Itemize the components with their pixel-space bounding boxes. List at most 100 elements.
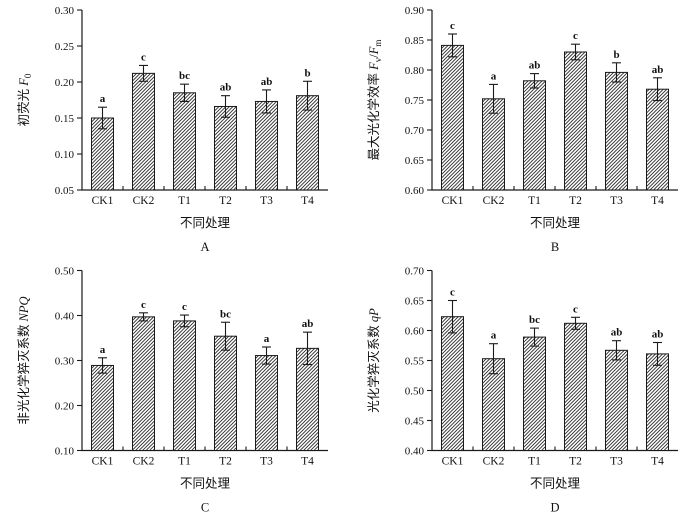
error-bar-T2 — [571, 316, 580, 330]
category-label: T1 — [528, 456, 541, 468]
x-axis-ticks — [472, 186, 638, 190]
error-bar-CK2 — [139, 312, 148, 322]
axis-line — [81, 10, 328, 191]
bar-T3 — [255, 100, 278, 191]
bar-T4 — [646, 353, 669, 451]
error-bar-CK1 — [448, 299, 457, 334]
category-label: CK1 — [442, 195, 464, 207]
panel-letter: A — [200, 240, 209, 254]
sig-letter: a — [100, 344, 106, 356]
axes — [81, 270, 328, 452]
y-tick-label: 0.60 — [405, 185, 425, 197]
sig-letter: c — [573, 303, 578, 315]
error-bar-T1 — [180, 83, 189, 102]
sig-letter: b — [613, 49, 619, 61]
error-bar-T4 — [303, 80, 312, 111]
error-bar-CK2 — [489, 343, 498, 375]
x-axis-ticks — [472, 446, 638, 451]
error-bar-T1 — [530, 327, 539, 347]
sig-letter: b — [304, 67, 310, 79]
category-label: T2 — [569, 456, 582, 468]
y-tick-label: 0.30 — [55, 5, 75, 17]
error-bar-T4 — [653, 77, 662, 102]
sig-letter: bc — [529, 314, 540, 326]
error-bar-CK1 — [98, 106, 107, 130]
sig-letter: c — [141, 51, 146, 63]
category-label: T1 — [178, 195, 191, 207]
y-tick-label: 0.65 — [405, 295, 425, 307]
sig-letter: c — [141, 299, 146, 311]
panel-letter: B — [551, 240, 559, 254]
category-label: T3 — [260, 195, 273, 207]
sig-letter: ab — [652, 64, 664, 76]
y-tick-label: 0.05 — [55, 185, 75, 197]
sig-letter: c — [450, 20, 455, 32]
sig-letter: c — [182, 301, 187, 313]
bar-CK2 — [132, 72, 155, 191]
error-bar-T2 — [571, 43, 580, 61]
category-label: T2 — [219, 195, 232, 207]
error-bar-T4 — [653, 341, 662, 366]
panel-C-chart: 0.10 0.20 0.30 0.40 0.50 a CK1 c CK2 c T1 bc T2 a T3 ab… — [0, 260, 350, 521]
axes — [431, 270, 678, 452]
sig-letter: bc — [220, 308, 231, 320]
sig-letter: ab — [529, 60, 541, 72]
panel-B-chart: 0.60 0.65 0.70 0.75 0.80 0.85 0.90 c CK1 a CK2 ab T1… — [350, 0, 700, 260]
error-bar-T4 — [303, 331, 312, 366]
error-bar-CK1 — [98, 357, 107, 374]
category-label: T4 — [301, 195, 314, 207]
y-axis-label: 最大光化学效率 Fv/Fm — [366, 40, 383, 161]
sig-letter: a — [264, 333, 270, 345]
panel-D-chart: 0.40 0.45 0.50 0.55 0.60 0.65 0.70 c CK1 a CK2 bc T1… — [350, 260, 700, 521]
error-bar-CK2 — [489, 83, 498, 114]
sig-letter: a — [100, 93, 106, 105]
sig-letter: ab — [611, 327, 623, 339]
category-label: T3 — [610, 195, 623, 207]
y-tick-label: 0.50 — [405, 385, 425, 397]
bar-T3 — [605, 71, 628, 191]
y-axis-ticks: 0.10 0.20 0.30 0.40 0.50 — [55, 265, 82, 457]
error-bar-T3 — [262, 346, 271, 365]
axis-line — [81, 270, 328, 452]
x-axis-label: 不同处理 — [530, 216, 581, 230]
error-bar-T1 — [180, 314, 189, 328]
y-axis-ticks: 0.40 0.45 0.50 0.55 0.60 0.65 0.70 — [405, 265, 432, 457]
sig-letter: ab — [220, 82, 232, 94]
category-label: T3 — [260, 456, 273, 468]
category-label: T2 — [569, 195, 582, 207]
bar-T3 — [255, 355, 278, 451]
sig-letter: ab — [261, 76, 273, 88]
x-axis-ticks — [122, 186, 288, 190]
y-tick-label: 0.45 — [405, 415, 425, 427]
category-label: CK2 — [483, 195, 505, 207]
category-label: CK2 — [133, 456, 155, 468]
error-bar-T3 — [612, 62, 621, 83]
y-tick-label: 0.10 — [55, 149, 75, 161]
bar-CK2 — [132, 316, 155, 451]
x-axis-label: 不同处理 — [180, 216, 231, 230]
category-label: T4 — [301, 456, 314, 468]
category-label: T1 — [528, 195, 541, 207]
x-axis-ticks — [122, 446, 288, 451]
sig-letter: a — [491, 330, 497, 342]
bar-T2 — [564, 322, 587, 451]
bar-T3 — [605, 349, 628, 451]
error-bar-T3 — [262, 89, 271, 114]
y-tick-label: 0.50 — [55, 265, 75, 277]
category-label: CK1 — [92, 456, 114, 468]
bar-T2 — [564, 51, 587, 191]
bar-T1 — [523, 336, 546, 451]
category-label: CK2 — [483, 456, 505, 468]
panel-letter: D — [550, 501, 559, 515]
sig-letter: c — [450, 287, 455, 299]
error-bar-CK2 — [139, 64, 148, 82]
category-label: CK1 — [92, 195, 114, 207]
y-tick-label: 0.75 — [405, 95, 425, 107]
y-tick-label: 0.70 — [405, 265, 425, 277]
bar-CK1 — [441, 44, 464, 191]
y-tick-label: 0.20 — [55, 77, 75, 89]
sig-letter: a — [491, 70, 497, 82]
y-tick-label: 0.40 — [405, 445, 425, 457]
bar-T1 — [523, 80, 546, 191]
axes — [431, 10, 678, 191]
